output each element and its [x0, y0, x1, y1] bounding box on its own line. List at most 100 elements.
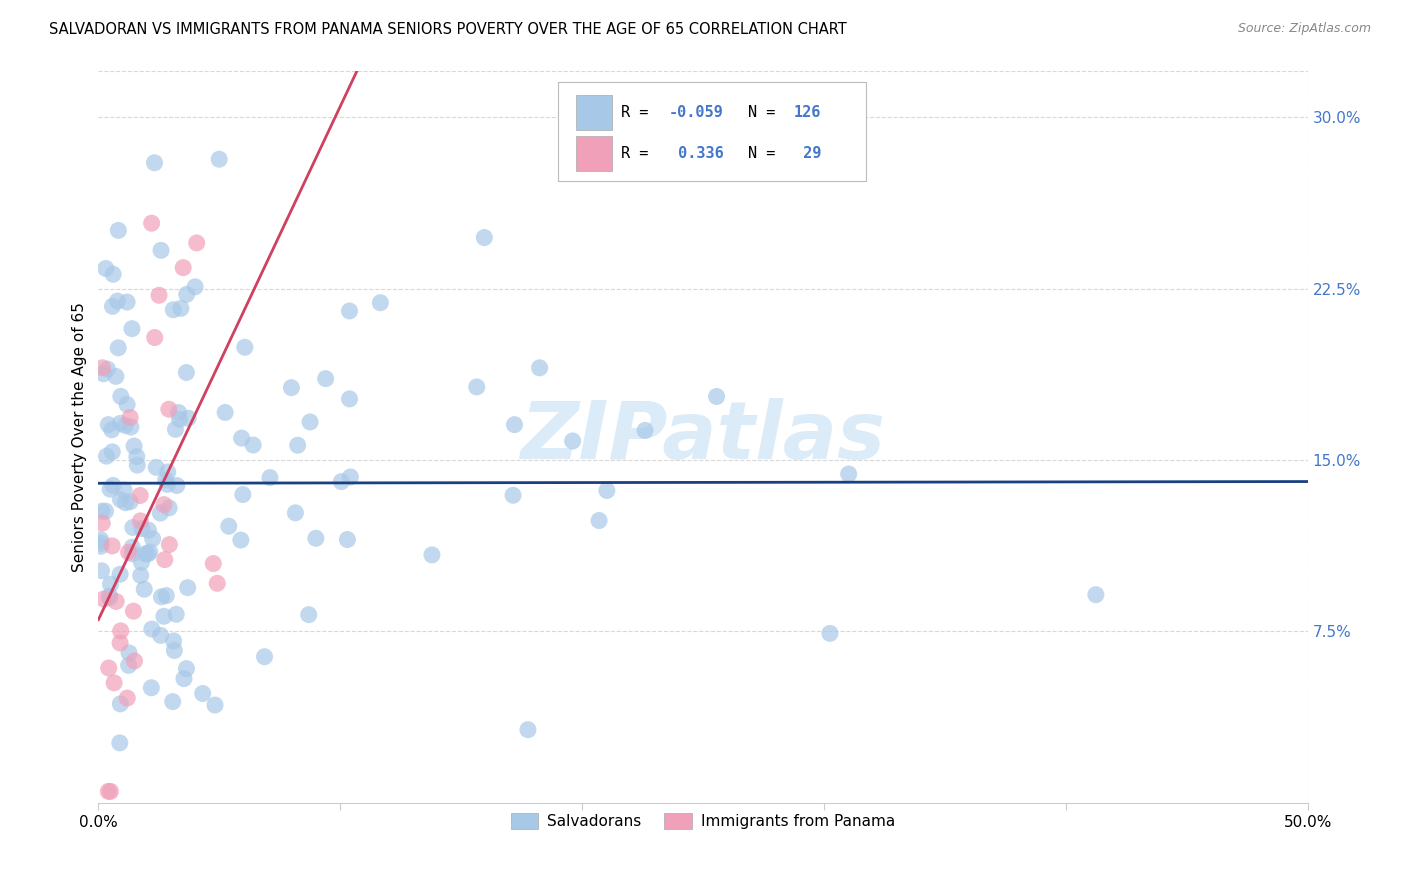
Point: [1084, 588, 1107, 602]
Point: [94, 504, 117, 518]
Point: [98, 482, 121, 496]
Point: [561, 434, 583, 448]
Point: [90, 504, 112, 518]
Point: [141, 681, 163, 695]
Point: [90, 539, 112, 553]
Point: [138, 523, 160, 537]
Point: [110, 624, 132, 638]
Point: [339, 470, 361, 484]
Point: [110, 417, 132, 431]
Point: [253, 649, 276, 664]
Point: [139, 545, 162, 559]
Point: [121, 540, 143, 554]
FancyBboxPatch shape: [576, 95, 613, 130]
Point: [204, 698, 226, 712]
Point: [145, 460, 167, 475]
Point: [280, 381, 302, 395]
Point: [120, 494, 142, 508]
Text: R =: R =: [621, 105, 657, 120]
Point: [107, 223, 129, 237]
Point: [339, 304, 361, 318]
Point: [97, 784, 120, 798]
Point: [110, 492, 132, 507]
Point: [191, 686, 214, 700]
Point: [134, 582, 156, 597]
Point: [114, 418, 136, 433]
Point: [465, 380, 488, 394]
Point: [169, 412, 191, 426]
Point: [156, 465, 179, 479]
Point: [529, 360, 551, 375]
Point: [100, 423, 122, 437]
Point: [502, 488, 524, 502]
Point: [503, 417, 526, 432]
Point: [150, 244, 173, 258]
Text: 0.336: 0.336: [669, 146, 724, 161]
Point: [176, 662, 198, 676]
Point: [134, 547, 156, 561]
Point: [233, 340, 256, 354]
Point: [112, 483, 135, 497]
Point: [129, 514, 152, 528]
Point: [115, 691, 138, 706]
Point: [184, 280, 207, 294]
Point: [172, 260, 194, 275]
Point: [90, 564, 112, 578]
Point: [202, 557, 225, 571]
Point: [108, 567, 131, 582]
Point: [98, 589, 121, 603]
Point: [143, 155, 166, 169]
Point: [156, 477, 179, 491]
Point: [103, 676, 125, 690]
Point: [706, 389, 728, 403]
Point: [162, 634, 184, 648]
Text: R =: R =: [621, 146, 657, 161]
Point: [149, 506, 172, 520]
Point: [121, 321, 143, 335]
Point: [330, 475, 353, 489]
Point: [105, 594, 128, 608]
Text: -0.059: -0.059: [669, 105, 724, 120]
Point: [163, 643, 186, 657]
Text: 29: 29: [793, 146, 821, 161]
Point: [596, 483, 619, 498]
Point: [176, 581, 198, 595]
Point: [153, 609, 176, 624]
Point: [155, 473, 177, 487]
Text: N =: N =: [748, 146, 785, 161]
Point: [176, 366, 198, 380]
Point: [287, 438, 309, 452]
Point: [150, 590, 173, 604]
Point: [214, 405, 236, 419]
Point: [94, 261, 117, 276]
Point: [838, 467, 860, 481]
Point: [107, 294, 129, 309]
Point: [141, 216, 163, 230]
Point: [299, 415, 322, 429]
Point: [207, 576, 229, 591]
Point: [93, 592, 115, 607]
Legend: Salvadorans, Immigrants from Panama: Salvadorans, Immigrants from Panama: [505, 807, 901, 836]
Point: [129, 488, 152, 502]
Point: [141, 622, 163, 636]
Point: [117, 545, 139, 559]
Point: [588, 514, 610, 528]
Point: [167, 405, 190, 419]
Point: [101, 267, 124, 281]
Point: [90, 533, 112, 547]
FancyBboxPatch shape: [576, 136, 613, 171]
Point: [162, 302, 184, 317]
Point: [259, 470, 281, 484]
Point: [472, 230, 495, 244]
Point: [117, 658, 139, 673]
Point: [162, 695, 184, 709]
Point: [153, 498, 176, 512]
Point: [166, 478, 188, 492]
Point: [420, 548, 443, 562]
Point: [114, 496, 136, 510]
Point: [176, 287, 198, 301]
Point: [370, 295, 392, 310]
Point: [208, 152, 231, 166]
Point: [231, 431, 253, 445]
Point: [93, 367, 115, 381]
